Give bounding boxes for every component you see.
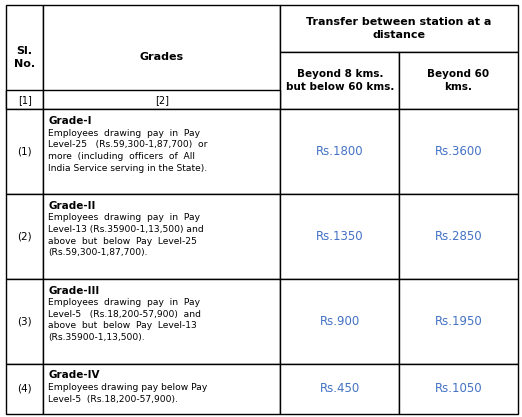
Text: Employees drawing pay below Pay
Level-5  (Rs.18,200-57,900).: Employees drawing pay below Pay Level-5 … <box>49 383 208 404</box>
Text: Employees  drawing  pay  in  Pay
Level-5   (Rs.18,200-57,900)  and
above  but  b: Employees drawing pay in Pay Level-5 (Rs… <box>49 298 201 342</box>
Text: Grade-III: Grade-III <box>49 286 100 296</box>
Text: (2): (2) <box>17 231 32 241</box>
Text: Employees  drawing  pay  in  Pay
Level-25   (Rs.59,300-1,87,700)  or
more  (incl: Employees drawing pay in Pay Level-25 (R… <box>49 128 208 173</box>
Text: Employees  drawing  pay  in  Pay
Level-13 (Rs.35900-1,13,500) and
above  but  be: Employees drawing pay in Pay Level-13 (R… <box>49 214 204 257</box>
Bar <box>399 52 518 109</box>
Text: Grade-IV: Grade-IV <box>49 370 100 380</box>
Bar <box>43 279 280 364</box>
Text: Sl.
No.: Sl. No. <box>14 46 35 68</box>
Bar <box>6 109 43 194</box>
Bar <box>43 364 280 414</box>
Text: Rs.1350: Rs.1350 <box>316 230 364 243</box>
Text: Grades: Grades <box>140 52 184 62</box>
Text: Rs.1950: Rs.1950 <box>435 315 482 328</box>
Text: Rs.3600: Rs.3600 <box>435 145 482 158</box>
Bar <box>399 109 518 194</box>
Text: [2]: [2] <box>155 95 169 105</box>
Text: Rs.2850: Rs.2850 <box>435 230 482 243</box>
Bar <box>280 364 399 414</box>
Text: (4): (4) <box>17 384 32 394</box>
Bar <box>6 5 43 109</box>
Bar <box>43 194 280 279</box>
Bar <box>43 90 280 109</box>
Bar <box>6 279 43 364</box>
Text: Rs.450: Rs.450 <box>319 382 360 395</box>
Text: Grade-I: Grade-I <box>49 116 92 126</box>
Bar <box>280 194 399 279</box>
Text: Rs.1050: Rs.1050 <box>435 382 482 395</box>
Text: Grade-II: Grade-II <box>49 201 96 211</box>
Text: Transfer between station at a
distance: Transfer between station at a distance <box>306 17 492 40</box>
Text: Beyond 60
kms.: Beyond 60 kms. <box>428 69 490 92</box>
Bar <box>399 364 518 414</box>
Bar <box>43 5 280 109</box>
Bar <box>280 52 399 109</box>
Bar <box>6 90 43 109</box>
Bar <box>6 194 43 279</box>
Text: Beyond 8 kms.
but below 60 kms.: Beyond 8 kms. but below 60 kms. <box>286 69 394 92</box>
Text: (1): (1) <box>17 147 32 157</box>
Bar <box>43 109 280 194</box>
Bar <box>399 194 518 279</box>
Text: Rs.900: Rs.900 <box>319 315 360 328</box>
Text: Rs.1800: Rs.1800 <box>316 145 364 158</box>
Bar <box>280 109 399 194</box>
Text: (3): (3) <box>17 316 32 326</box>
Bar <box>6 364 43 414</box>
Bar <box>280 5 518 52</box>
Text: [1]: [1] <box>18 95 32 105</box>
Bar <box>280 279 399 364</box>
Bar <box>399 279 518 364</box>
